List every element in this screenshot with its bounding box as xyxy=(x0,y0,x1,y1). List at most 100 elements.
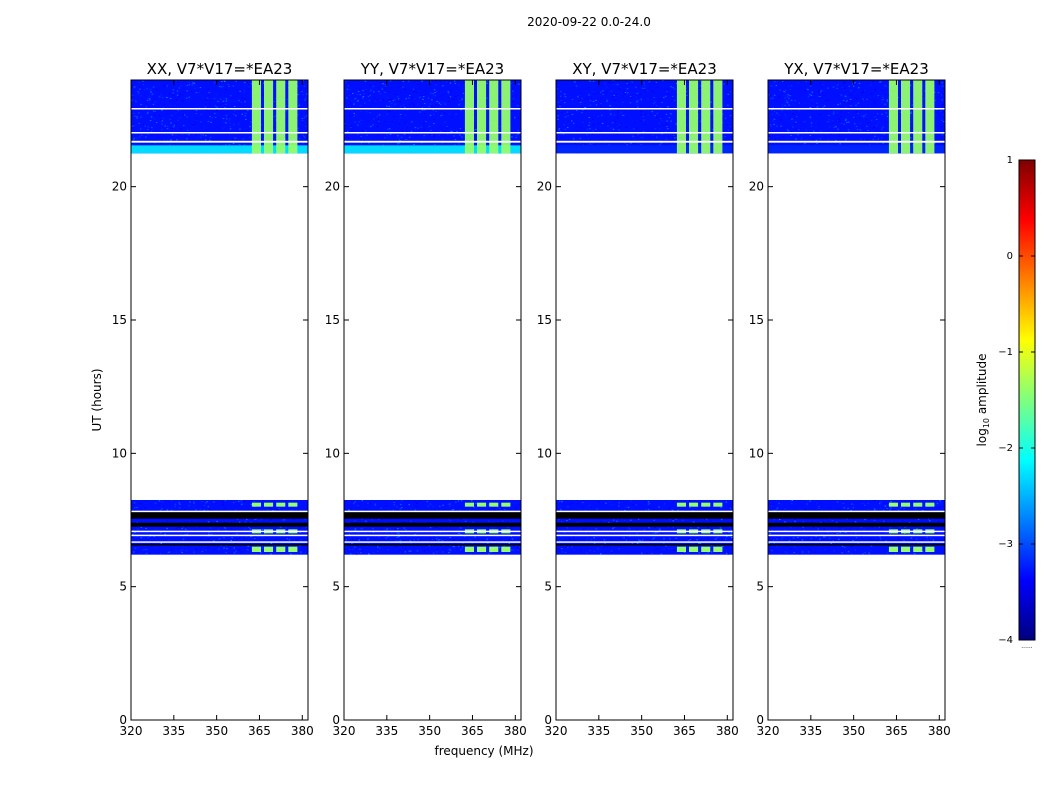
noise-dot xyxy=(852,504,855,506)
noise-dot xyxy=(556,526,559,528)
noise-dot xyxy=(672,518,674,520)
noise-dot xyxy=(810,125,813,127)
noise-dot xyxy=(823,528,825,530)
noise-dot xyxy=(834,533,836,535)
noise-dot xyxy=(886,83,888,85)
noise-dot xyxy=(406,127,408,129)
noise-dot xyxy=(353,98,356,100)
noise-dot xyxy=(843,546,846,548)
noise-dot xyxy=(597,112,600,114)
noise-dot xyxy=(406,551,408,553)
rfi-row xyxy=(489,546,499,552)
noise-dot xyxy=(232,142,235,144)
noise-dot xyxy=(700,539,703,541)
noise-dot xyxy=(241,113,243,115)
noise-dot xyxy=(789,89,792,90)
noise-dot xyxy=(672,520,674,522)
noise-dot xyxy=(838,134,840,136)
noise-dot xyxy=(512,88,514,90)
noise-dot xyxy=(403,142,405,144)
noise-dot xyxy=(410,502,412,504)
noise-dot xyxy=(379,547,381,549)
noise-dot xyxy=(246,549,248,551)
noise-dot xyxy=(726,124,728,125)
noise-dot xyxy=(848,122,850,124)
noise-dot xyxy=(773,123,775,125)
noise-dot xyxy=(168,109,170,111)
noise-dot xyxy=(666,88,669,90)
noise-dot xyxy=(511,549,513,551)
noise-dot xyxy=(606,546,609,548)
noise-dot xyxy=(819,130,822,132)
noise-dot xyxy=(863,115,865,117)
noise-dot xyxy=(200,122,202,124)
noise-dot xyxy=(178,553,181,555)
noise-dot xyxy=(304,519,307,520)
noise-dot xyxy=(667,106,669,108)
y-tick-label: 20 xyxy=(749,180,764,194)
noise-dot xyxy=(794,518,796,520)
noise-dot xyxy=(444,505,447,507)
noise-dot xyxy=(853,123,855,125)
noise-dot xyxy=(248,129,251,131)
noise-dot xyxy=(884,85,887,87)
noise-dot xyxy=(133,137,135,139)
noise-dot xyxy=(781,104,784,106)
noise-dot xyxy=(651,135,653,136)
noise-dot xyxy=(345,117,348,119)
noise-dot xyxy=(674,540,677,542)
noise-dot xyxy=(695,522,698,524)
noise-dot xyxy=(599,125,601,127)
noise-dot xyxy=(774,94,776,96)
noise-dot xyxy=(297,119,299,121)
separator-line xyxy=(131,530,308,533)
noise-dot xyxy=(393,131,395,133)
noise-dot xyxy=(771,538,774,540)
noise-dot xyxy=(642,129,645,131)
noise-dot xyxy=(728,506,730,507)
noise-dot xyxy=(416,551,419,553)
rfi-band xyxy=(251,80,298,154)
noise-dot xyxy=(795,129,797,131)
noise-dot xyxy=(449,82,452,84)
noise-dot xyxy=(837,104,839,106)
noise-dot xyxy=(512,97,515,99)
noise-dot xyxy=(885,112,887,114)
noise-dot xyxy=(233,551,235,553)
noise-dot xyxy=(383,87,386,89)
noise-dot xyxy=(685,90,688,92)
noise-dot xyxy=(354,520,356,522)
noise-dot xyxy=(172,92,174,94)
noise-dot xyxy=(806,88,808,90)
noise-dot xyxy=(852,535,854,537)
noise-dot xyxy=(604,542,606,544)
noise-dot xyxy=(832,86,835,88)
figure-suptitle: 2020-09-22 0.0-24.0 xyxy=(527,15,651,29)
y-tick-label: 15 xyxy=(749,313,764,327)
noise-dot xyxy=(222,127,225,129)
noise-dot xyxy=(177,110,179,111)
rfi-row xyxy=(925,546,935,552)
noise-dot xyxy=(605,502,607,504)
noise-dot xyxy=(630,95,632,97)
noise-dot xyxy=(569,138,572,140)
noise-dot xyxy=(150,80,152,82)
noise-dot xyxy=(556,88,559,90)
noise-dot xyxy=(261,529,263,531)
noise-dot xyxy=(147,519,149,521)
noise-dot xyxy=(170,500,173,502)
noise-dot xyxy=(356,87,358,89)
noise-dot xyxy=(462,128,465,130)
noise-dot xyxy=(618,80,620,82)
noise-dot xyxy=(920,533,922,535)
noise-dot xyxy=(642,134,645,135)
noise-dot xyxy=(768,543,770,545)
noise-dot xyxy=(913,553,916,555)
noise-dot xyxy=(408,504,410,506)
noise-dot xyxy=(916,528,918,530)
noise-dot xyxy=(147,537,149,539)
noise-dot xyxy=(769,533,771,535)
noise-dot xyxy=(300,113,303,115)
noise-dot xyxy=(204,103,207,105)
noise-dot xyxy=(794,100,796,102)
